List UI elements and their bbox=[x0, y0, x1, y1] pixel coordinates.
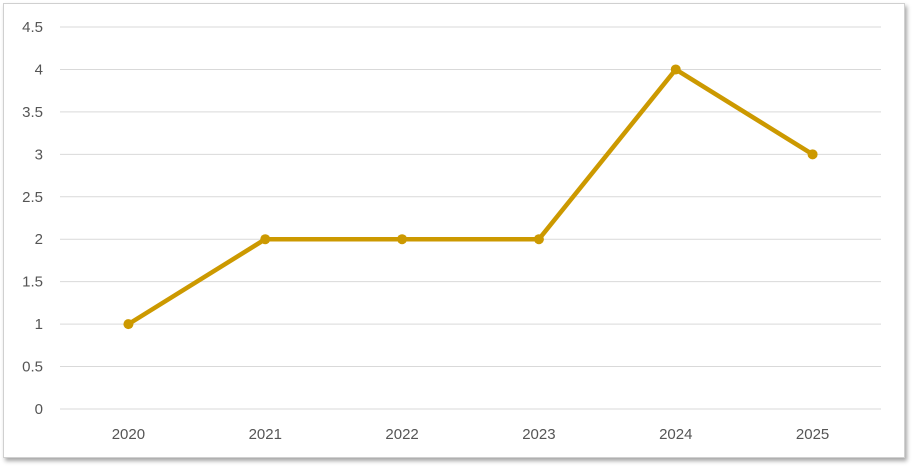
y-tick-label: 2.5 bbox=[22, 189, 43, 206]
y-tick-label: 4.5 bbox=[22, 19, 43, 36]
y-tick-label: 1.5 bbox=[22, 274, 43, 291]
y-tick-label: 3 bbox=[35, 146, 43, 163]
y-tick-label: 3.5 bbox=[22, 104, 43, 121]
x-tick-label: 2022 bbox=[385, 426, 418, 443]
x-tick-label: 2020 bbox=[112, 426, 145, 443]
data-point bbox=[260, 234, 271, 245]
data-point bbox=[123, 319, 134, 330]
y-tick-label: 0.5 bbox=[22, 359, 43, 376]
y-tick-label: 2 bbox=[35, 231, 43, 248]
data-point bbox=[533, 234, 544, 245]
series-line bbox=[127, 67, 814, 327]
data-point bbox=[807, 149, 818, 160]
y-tick-label: 4 bbox=[35, 61, 43, 78]
data-point bbox=[670, 64, 681, 75]
x-tick-label: 2024 bbox=[659, 426, 692, 443]
y-tick-label: 0 bbox=[35, 401, 43, 418]
chart-frame bbox=[3, 3, 905, 458]
data-point bbox=[397, 234, 408, 245]
x-tick-label: 2021 bbox=[249, 426, 282, 443]
x-tick-label: 2025 bbox=[796, 426, 829, 443]
y-tick-label: 1 bbox=[35, 316, 43, 333]
x-tick-label: 2023 bbox=[522, 426, 555, 443]
